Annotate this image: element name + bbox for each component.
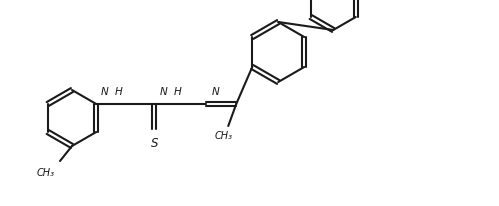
Text: N: N bbox=[211, 87, 219, 97]
Text: S: S bbox=[151, 137, 158, 150]
Text: H: H bbox=[173, 87, 181, 97]
Text: CH₃: CH₃ bbox=[214, 131, 232, 141]
Text: N: N bbox=[160, 87, 167, 97]
Text: N: N bbox=[100, 87, 108, 97]
Text: CH₃: CH₃ bbox=[37, 168, 55, 178]
Text: H: H bbox=[114, 87, 122, 97]
